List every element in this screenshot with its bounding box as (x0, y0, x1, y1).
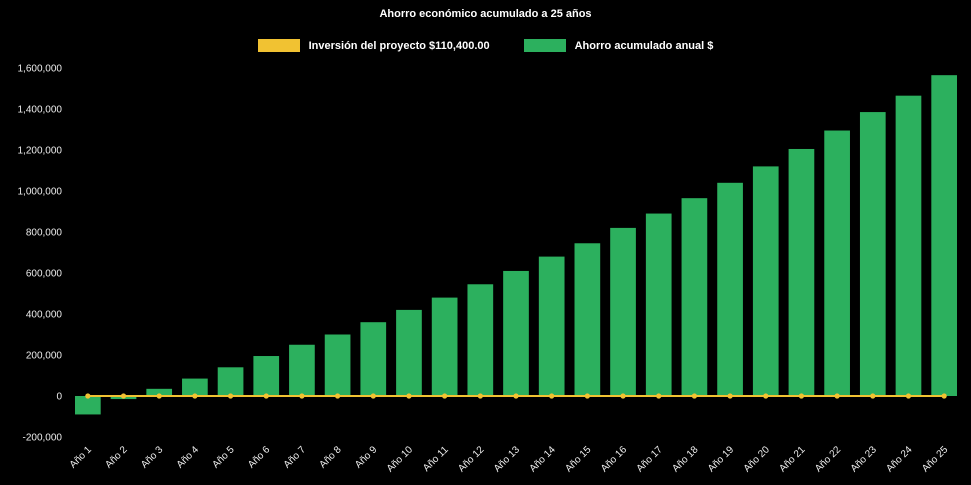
x-axis-label: Año 16 (599, 444, 629, 474)
x-axis-label: Año 12 (456, 444, 486, 474)
investment-line-marker (584, 393, 590, 399)
x-axis-label: Año 3 (139, 444, 166, 471)
savings-bar (503, 270, 529, 396)
x-axis-label: Año 25 (920, 444, 950, 474)
y-tick-label: 200,000 (26, 351, 63, 362)
x-axis-label: Año 15 (563, 444, 593, 474)
investment-line-marker (370, 393, 376, 399)
x-axis-label: Año 14 (528, 444, 558, 474)
investment-line-marker (905, 393, 912, 399)
savings-bar (681, 198, 708, 396)
x-axis-label: Año 23 (849, 444, 879, 474)
investment-line-marker (477, 393, 483, 399)
savings-bar (538, 256, 565, 396)
x-axis-label: Año 1 (68, 444, 95, 471)
investment-color-swatch (257, 39, 300, 52)
savings-bar (717, 182, 743, 396)
savings-color-swatch (523, 39, 566, 52)
savings-legend-label: Ahorro acumulado anual $ (574, 39, 714, 52)
savings-bar (824, 130, 850, 396)
investment-line-marker (941, 393, 947, 399)
y-tick-label: 1,000,000 (18, 187, 63, 198)
investment-line-marker (406, 393, 412, 399)
savings-bar (253, 356, 280, 396)
y-tick-label: 1,200,000 (18, 146, 63, 157)
investment-line-marker (227, 393, 234, 399)
x-axis-label: Año 18 (670, 444, 700, 474)
y-tick-label: 800,000 (26, 228, 63, 239)
x-axis-label: Año 19 (706, 444, 736, 474)
investment-line-marker (299, 393, 305, 399)
x-axis-label: Año 10 (385, 444, 415, 474)
savings-bar (360, 322, 387, 396)
y-tick-label: 0 (56, 392, 62, 403)
y-tick-label: 600,000 (26, 269, 63, 280)
savings-bar (467, 284, 494, 396)
investment-line-marker (834, 393, 840, 399)
savings-bar (74, 396, 101, 415)
savings-bar (895, 95, 922, 397)
savings-bar (324, 334, 351, 396)
x-axis-label: Año 24 (884, 444, 914, 474)
savings-bar (217, 367, 244, 396)
investment-line-marker (335, 393, 341, 399)
savings-bar (752, 166, 779, 396)
x-axis-label: Año 21 (777, 444, 807, 474)
savings-bar (788, 148, 815, 396)
x-axis-label: Año 13 (492, 444, 522, 474)
x-axis-label: Año 11 (421, 444, 451, 474)
investment-line-marker (156, 393, 162, 399)
x-axis-label: Año 9 (353, 444, 380, 471)
x-axis-label: Año 8 (317, 444, 344, 471)
investment-line-marker (656, 393, 662, 399)
savings-bar (146, 388, 173, 396)
legend-item-investment: Inversión del proyecto $110,400.00 (257, 39, 490, 52)
savings-bar (182, 378, 208, 396)
investment-line-marker (620, 393, 626, 399)
x-axis-label: Año 4 (175, 444, 202, 471)
x-axis-label: Año 5 (210, 444, 237, 471)
x-axis-label: Año 17 (635, 444, 665, 474)
chart-title: Ahorro económico acumulado a 25 años (379, 8, 592, 20)
investment-line-marker (727, 393, 733, 399)
investment-line-marker (85, 393, 91, 399)
investment-line-marker (263, 393, 269, 399)
x-axis-label: Año 7 (282, 444, 309, 471)
investment-line-marker (691, 393, 698, 399)
savings-bar (289, 344, 315, 396)
investment-line-marker (120, 393, 127, 399)
x-axis-label: Año 22 (813, 444, 843, 474)
savings-bar (574, 243, 601, 396)
investment-legend-label: Inversión del proyecto $110,400.00 (308, 39, 490, 52)
y-tick-label: 1,600,000 (18, 64, 63, 75)
savings-bar (431, 297, 458, 396)
investment-line-marker (513, 393, 519, 399)
savings-bar (859, 112, 886, 396)
x-axis-label: Año 20 (742, 444, 772, 474)
investment-line-marker (798, 393, 805, 399)
investment-line-marker (763, 393, 769, 399)
investment-line-marker (870, 393, 876, 399)
y-tick-label: 400,000 (26, 310, 63, 321)
x-axis-label: Año 6 (246, 444, 273, 471)
legend-item-savings: Ahorro acumulado anual $ (523, 39, 714, 52)
x-axis-label: Año 2 (103, 444, 130, 471)
investment-line-marker (192, 393, 198, 399)
y-tick-label: 1,400,000 (18, 105, 63, 116)
savings-bar (931, 75, 958, 397)
savings-bar (645, 213, 672, 396)
investment-line-marker (549, 393, 555, 399)
savings-bar (396, 309, 422, 396)
investment-line-marker (442, 393, 448, 399)
chart-legend: Inversión del proyecto $110,400.00 Ahorr… (0, 39, 971, 52)
savings-bar (610, 227, 636, 396)
y-tick-label: -200,000 (23, 433, 63, 444)
